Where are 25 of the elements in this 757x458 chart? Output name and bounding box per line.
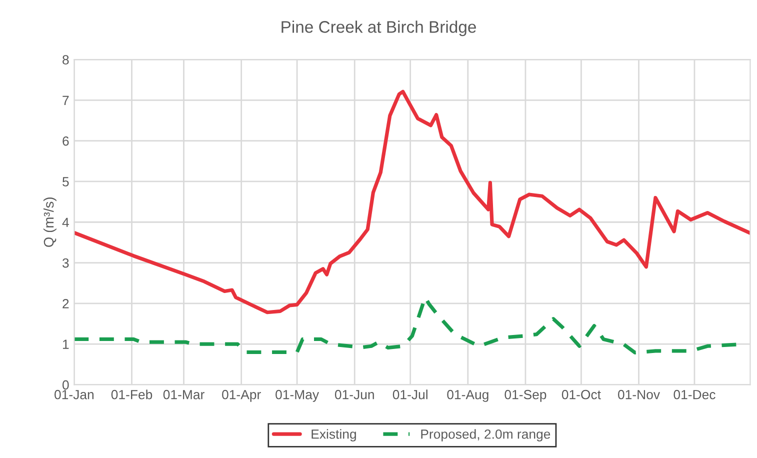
- x-tick-label: 01-Jan: [54, 390, 94, 400]
- y-tick-label: 7: [62, 96, 69, 105]
- x-tick-label: 01-Oct: [562, 390, 601, 400]
- y-axis-title: Q (m³/s): [43, 198, 56, 247]
- legend-label: Proposed, 2.0m range: [421, 429, 550, 442]
- x-tick-label: 01-Jul: [392, 390, 428, 400]
- x-tick-label: 01-Feb: [111, 390, 152, 400]
- y-tick-label: 2: [62, 298, 69, 308]
- x-tick-label: 01-Jun: [334, 390, 374, 400]
- x-tick-label: 01-Aug: [447, 390, 488, 402]
- y-tick-label: 3: [62, 258, 69, 268]
- x-tick-label: 01-Apr: [222, 390, 261, 402]
- y-tick-label: 6: [62, 136, 69, 146]
- x-tick-label: 01-Sep: [504, 390, 546, 402]
- y-tick-label: 4: [62, 218, 69, 227]
- legend-label: Existing: [312, 429, 356, 442]
- chart-title: Pine Creek at Birch Bridge: [282, 20, 476, 36]
- y-tick-label: 1: [62, 340, 69, 349]
- x-tick-label: 01-Nov: [618, 390, 660, 400]
- y-tick-label: 0: [62, 380, 69, 390]
- x-tick-label: 01-May: [276, 390, 320, 402]
- y-tick-label: 8: [62, 55, 69, 64]
- x-tick-label: 01-Mar: [163, 390, 204, 400]
- x-tick-label: 01-Dec: [674, 390, 716, 400]
- y-tick-label: 5: [62, 177, 69, 186]
